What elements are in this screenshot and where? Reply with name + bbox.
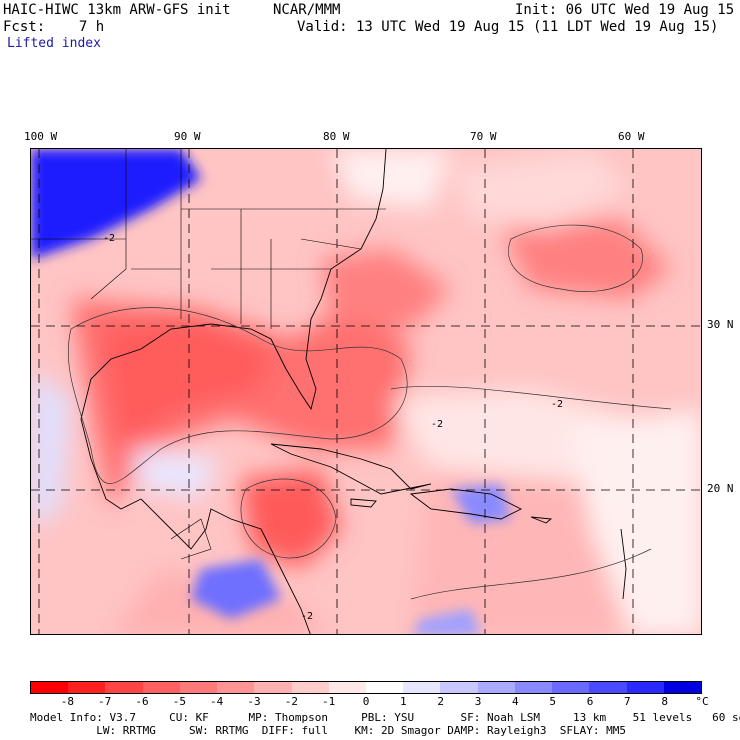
colorbar-segment [179, 682, 218, 693]
lat-lon-grid [31, 149, 701, 634]
colorbar-segment [142, 682, 180, 693]
colorbar-segment [365, 682, 404, 693]
colorbar-tick-label: -3 [247, 695, 261, 708]
colorbar-tick-label: -2 [284, 695, 298, 708]
model-info-line2: LW: RRTMG SW: RRTMG DIFF: full KM: 2D Sm… [30, 724, 627, 737]
colorbar-unit: °C [695, 695, 709, 708]
colorbar-segment [552, 682, 590, 693]
field-name: Lifted index [7, 36, 101, 51]
contour-label: -2 [551, 399, 563, 410]
colorbar-segment [589, 682, 627, 693]
colorbar-segment [440, 682, 478, 693]
init-time: Init: 06 UTC Wed 19 Aug 15 [515, 2, 735, 18]
lon-label-90w: 90 W [174, 130, 201, 143]
colorbar-tick-label: 1 [400, 695, 407, 708]
positive-li-region-north [31, 149, 201, 259]
colorbar-segment [626, 682, 664, 693]
colorbar-segment [291, 682, 329, 693]
colorbar-tick-label: 2 [437, 695, 444, 708]
field-shading [31, 149, 701, 634]
colorbar-tick-label: -7 [98, 695, 112, 708]
li-contours [67, 224, 672, 600]
positive-li-region-hispaniola [451, 484, 511, 524]
colorbar-segment [217, 682, 255, 693]
contour-label: -2 [103, 233, 115, 244]
colorbar-tick-label: 4 [512, 695, 519, 708]
colorbar-segment [328, 682, 366, 693]
lat-label-30n: 30 N [707, 318, 734, 331]
lon-label-60w: 60 W [618, 130, 645, 143]
colorbar-tick-label: 6 [586, 695, 594, 708]
colorbar-tick-label: -5 [172, 695, 186, 708]
lifted-index-map: -2 -2 -2 -2 [30, 148, 702, 635]
colorbar-segment [663, 682, 701, 693]
positive-li-region-central-america [191, 559, 281, 619]
colorbar [30, 681, 702, 694]
colorbar-tick-label: 8 [661, 695, 668, 708]
contour-label: -2 [431, 419, 443, 430]
colorbar-tick-label: -6 [135, 695, 149, 708]
colorbar-tick-label: 7 [624, 695, 631, 708]
lon-label-80w: 80 W [323, 130, 350, 143]
colorbar-tick-label: 3 [474, 695, 482, 708]
colorbar-tick-label: 0 [362, 695, 370, 708]
forecast-hour: Fcst: 7 h [3, 19, 105, 35]
colorbar-tick-label: 5 [549, 695, 556, 708]
colorbar-tick-label: -8 [60, 695, 74, 708]
org-label: NCAR/MMM [273, 2, 341, 18]
colorbar-segment [105, 682, 143, 693]
colorbar-segment [31, 682, 69, 693]
contour-label: -2 [301, 611, 313, 622]
valid-time: Valid: 13 UTC Wed 19 Aug 15 (11 LDT Wed … [297, 19, 719, 35]
colorbar-segment [477, 682, 515, 693]
positive-li-region-south [412, 609, 481, 634]
model-info-line1: Model Info: V3.7 CU: KF MP: Thompson PBL… [30, 711, 740, 724]
map-canvas: -2 -2 -2 -2 [31, 149, 701, 634]
colorbar-segment [254, 682, 292, 693]
model-title: HAIC-HIWC 13km ARW-GFS init [3, 2, 231, 18]
colorbar-tick-label: -1 [322, 695, 336, 708]
lon-label-70w: 70 W [470, 130, 497, 143]
colorbar-tick-label: -4 [210, 695, 224, 708]
political-borders [31, 149, 386, 560]
colorbar-segment [514, 682, 553, 693]
colorbar-segment [68, 682, 106, 693]
colorbar-segment [403, 682, 441, 693]
lon-label-100w: 100 W [24, 130, 58, 143]
lat-label-20n: 20 N [707, 482, 734, 495]
